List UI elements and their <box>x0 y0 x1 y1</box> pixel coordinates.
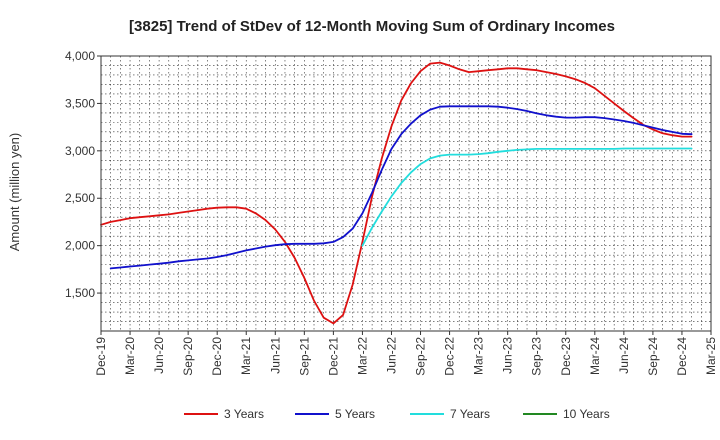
x-tick-label: Jun-20 <box>152 337 166 374</box>
x-tick-label: Mar-23 <box>472 337 486 375</box>
x-tick-label: Dec-19 <box>94 337 108 376</box>
series-line-3-years <box>100 61 693 325</box>
x-tick-label: Sep-20 <box>181 337 195 376</box>
x-tick-label: Jun-23 <box>501 337 515 374</box>
series-line-7-years <box>361 147 693 247</box>
y-tick-label: 2,000 <box>65 239 95 253</box>
x-tick-label: Mar-21 <box>239 337 253 375</box>
y-tick-label: 3,000 <box>65 144 95 158</box>
x-tick-label: Sep-24 <box>646 337 660 376</box>
legend-label-3-years: 3 Years <box>224 407 264 421</box>
y-tick-label: 4,000 <box>65 49 95 63</box>
series-line-5-years <box>109 105 693 270</box>
y-tick-label: 1,500 <box>65 286 95 300</box>
x-tick-label: Dec-20 <box>210 337 224 376</box>
x-tick-label: Sep-21 <box>297 337 311 376</box>
legend-label-7-years: 7 Years <box>450 407 490 421</box>
x-tick-label: Mar-25 <box>704 337 718 375</box>
x-axis-ticks: Dec-19 Mar-20 Jun-20 Sep-20 Dec-20 Mar-21 Jun-… <box>94 331 718 376</box>
x-tick-label: Mar-20 <box>123 337 137 375</box>
series-lines <box>100 61 693 325</box>
x-tick-label: Dec-23 <box>559 337 573 376</box>
x-tick-label: Mar-24 <box>588 337 602 375</box>
x-tick-label: Jun-21 <box>268 337 282 374</box>
x-tick-label: Dec-21 <box>326 337 340 376</box>
y-tick-label: 3,500 <box>65 96 95 110</box>
x-tick-label: Jun-22 <box>384 337 398 374</box>
legend: 3 Years 5 Years 7 Years 10 Years <box>184 407 610 421</box>
x-tick-label: Dec-22 <box>443 337 457 376</box>
legend-label-5-years: 5 Years <box>335 407 375 421</box>
x-tick-label: Sep-22 <box>414 337 428 376</box>
y-axis-label: Amount (million yen) <box>7 133 22 252</box>
legend-label-10-years: 10 Years <box>563 407 610 421</box>
grid <box>101 56 711 332</box>
plot-area-frame <box>100 55 712 332</box>
x-tick-label: Mar-22 <box>355 337 369 375</box>
x-tick-label: Dec-24 <box>675 337 689 376</box>
y-axis-ticks: 1,500 2,000 2,500 3,000 3,500 4,000 <box>65 49 101 300</box>
x-tick-label: Sep-23 <box>530 337 544 376</box>
chart-title: [3825] Trend of StDev of 12-Month Moving… <box>129 18 615 35</box>
y-tick-label: 2,500 <box>65 191 95 205</box>
x-tick-label: Jun-24 <box>617 337 631 374</box>
